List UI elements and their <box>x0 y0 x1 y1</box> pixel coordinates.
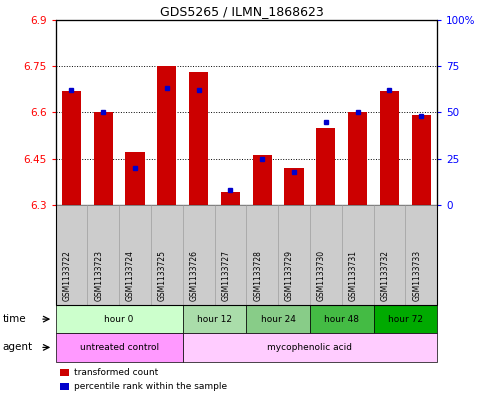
Bar <box>380 91 399 205</box>
Text: hour 24: hour 24 <box>261 315 296 323</box>
Text: GSM1133732: GSM1133732 <box>381 250 389 301</box>
Bar <box>412 116 431 205</box>
Bar <box>189 72 208 205</box>
Text: GSM1133726: GSM1133726 <box>190 250 199 301</box>
Bar <box>316 128 335 205</box>
Text: GSM1133724: GSM1133724 <box>126 250 135 301</box>
Text: GSM1133725: GSM1133725 <box>158 250 167 301</box>
Text: hour 12: hour 12 <box>197 315 232 323</box>
Text: hour 72: hour 72 <box>388 315 423 323</box>
Bar <box>62 91 81 205</box>
Bar <box>221 193 240 205</box>
Text: GSM1133727: GSM1133727 <box>221 250 230 301</box>
Text: GSM1133729: GSM1133729 <box>285 250 294 301</box>
Text: GSM1133722: GSM1133722 <box>62 250 71 301</box>
Text: GDS5265 / ILMN_1868623: GDS5265 / ILMN_1868623 <box>159 5 324 18</box>
Text: time: time <box>2 314 26 324</box>
Bar <box>253 156 272 205</box>
Text: GSM1133723: GSM1133723 <box>94 250 103 301</box>
Bar <box>157 66 176 205</box>
Text: mycophenolic acid: mycophenolic acid <box>268 343 353 352</box>
Text: percentile rank within the sample: percentile rank within the sample <box>74 382 227 391</box>
Text: untreated control: untreated control <box>80 343 159 352</box>
Text: agent: agent <box>2 342 32 353</box>
Text: GSM1133730: GSM1133730 <box>317 250 326 301</box>
Text: hour 0: hour 0 <box>104 315 134 323</box>
Bar <box>348 112 367 205</box>
Bar <box>284 168 303 205</box>
Bar <box>126 152 144 205</box>
Text: transformed count: transformed count <box>74 368 158 377</box>
Text: GSM1133731: GSM1133731 <box>349 250 357 301</box>
Bar <box>94 112 113 205</box>
Text: GSM1133733: GSM1133733 <box>412 250 421 301</box>
Text: GSM1133728: GSM1133728 <box>253 250 262 301</box>
Text: hour 48: hour 48 <box>324 315 359 323</box>
